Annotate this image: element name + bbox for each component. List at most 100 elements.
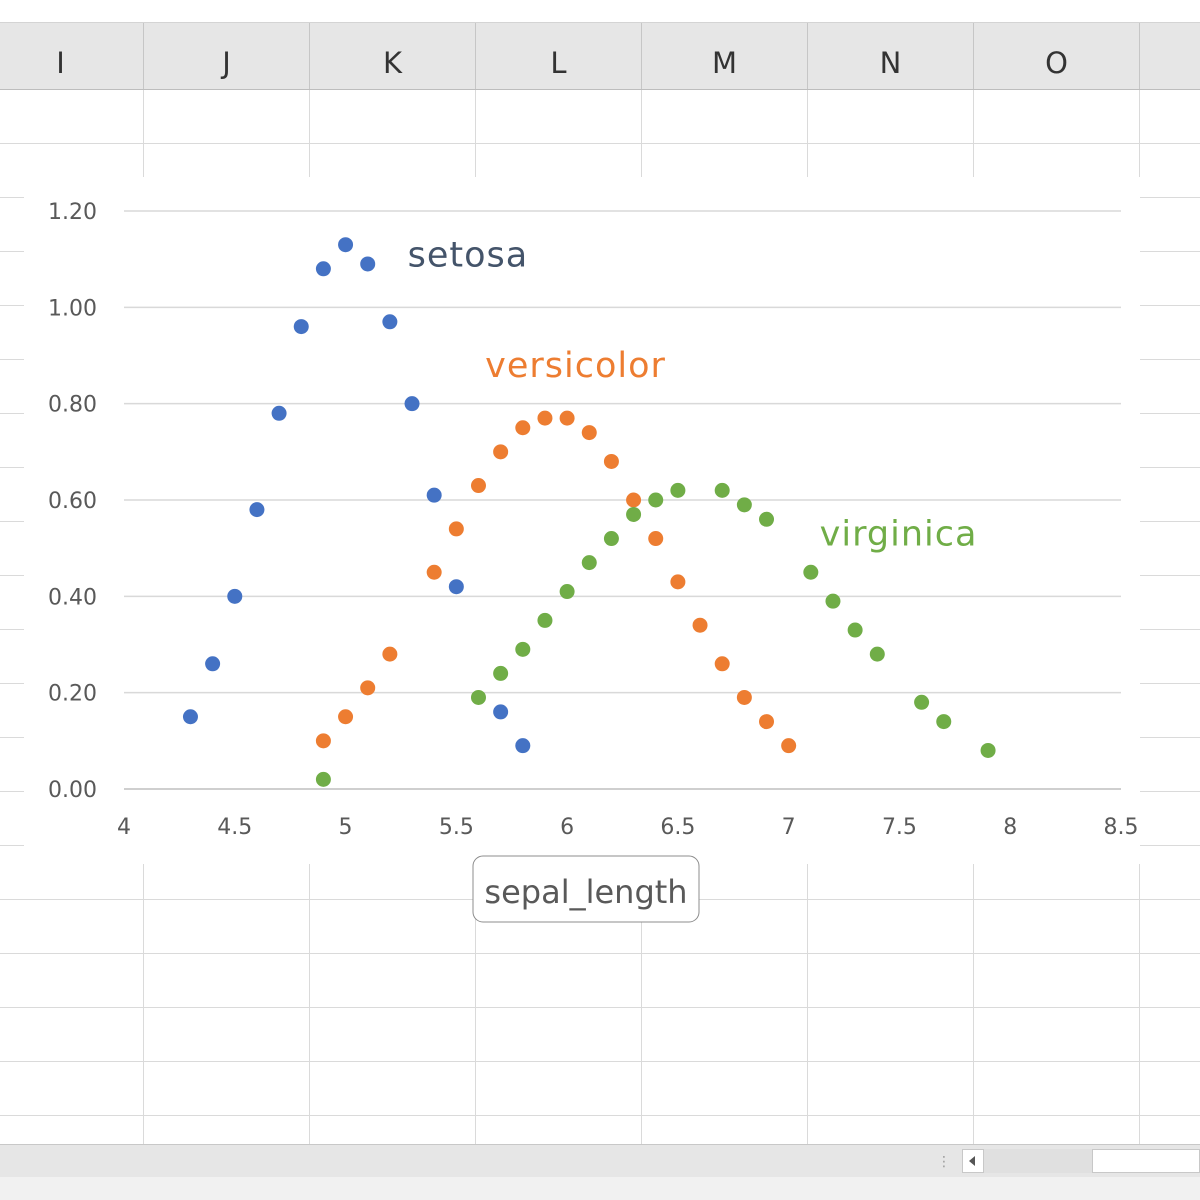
data-point-virginica[interactable] [648,492,664,508]
data-point-versicolor[interactable] [315,733,331,749]
data-point-setosa[interactable] [315,261,331,277]
data-point-setosa[interactable] [360,256,376,272]
column-header-n[interactable]: N [808,23,974,89]
data-point-versicolor[interactable] [759,714,775,730]
column-header-k[interactable]: K [310,23,476,89]
data-point-versicolor[interactable] [648,531,664,547]
data-point-versicolor[interactable] [692,617,708,633]
column-header-l[interactable]: L [476,23,642,89]
x-tick-label: 7 [782,815,796,840]
data-point-versicolor[interactable] [714,656,730,672]
gridline [0,143,1200,144]
data-point-virginica[interactable] [670,482,686,498]
data-point-versicolor[interactable] [559,410,575,426]
chevron-left-icon [969,1156,975,1166]
data-point-virginica[interactable] [714,482,730,498]
data-point-virginica[interactable] [825,593,841,609]
data-point-setosa[interactable] [271,405,287,421]
x-tick-label: 6.5 [660,815,695,840]
data-point-virginica[interactable] [493,665,509,681]
gridline [0,1007,1200,1008]
data-point-versicolor[interactable] [338,709,354,725]
x-tick-label: 8 [1003,815,1017,840]
data-point-virginica[interactable] [980,742,996,758]
data-point-setosa[interactable] [293,319,309,335]
data-point-versicolor[interactable] [426,564,442,580]
data-point-virginica[interactable] [603,531,619,547]
data-point-setosa[interactable] [493,704,509,720]
axis-title-box [472,855,700,923]
scatter-chart[interactable]: 0.00 0.20 0.40 0.60 0.80 1.00 1.20 4 4.5 5 5.5 6 6.5… [0,177,1200,923]
status-bar: ⋮ [0,1144,1200,1177]
data-point-setosa[interactable] [382,314,398,330]
data-point-virginica[interactable] [914,694,930,710]
data-point-virginica[interactable] [759,511,775,527]
series-annotation[interactable]: setosa [408,235,529,275]
y-tick-label: 1.20 [48,200,97,225]
data-point-setosa[interactable] [205,656,221,672]
data-point-virginica[interactable] [537,612,553,628]
x-tick-label: 5 [339,815,353,840]
data-point-virginica[interactable] [803,564,819,580]
data-point-setosa[interactable] [404,396,420,412]
data-point-virginica[interactable] [736,497,752,513]
data-point-setosa[interactable] [448,579,464,595]
data-point-versicolor[interactable] [493,444,509,460]
x-axis-title[interactable]: sepal_length [484,873,687,911]
x-tick-label: 4.5 [217,815,252,840]
data-point-virginica[interactable] [869,646,885,662]
formula-bar-edge [0,0,1200,23]
series-annotation[interactable]: virginica [820,515,978,555]
column-header-row: I J K L M N O [0,23,1200,90]
data-point-versicolor[interactable] [781,738,797,754]
sheet-tabs-edge [0,1177,1200,1200]
data-point-virginica[interactable] [559,584,575,600]
y-tick-label: 0.00 [48,778,97,803]
data-point-virginica[interactable] [626,506,642,522]
data-point-setosa[interactable] [182,709,198,725]
data-point-versicolor[interactable] [736,689,752,705]
scroll-left-button[interactable] [962,1149,984,1173]
data-point-virginica[interactable] [847,622,863,638]
y-tick-label: 0.20 [48,682,97,707]
data-point-virginica[interactable] [470,689,486,705]
data-point-versicolor[interactable] [537,410,553,426]
data-point-versicolor[interactable] [626,492,642,508]
y-tick-label: 0.60 [48,489,97,514]
splitter-handle[interactable]: ⋮ [937,1154,951,1170]
data-point-virginica[interactable] [936,714,952,730]
data-point-setosa[interactable] [515,738,531,754]
data-point-virginica[interactable] [581,555,597,571]
data-point-virginica[interactable] [515,641,531,657]
x-tick-label: 8.5 [1104,815,1139,840]
gridline [0,1061,1200,1062]
column-header-i[interactable]: I [0,23,144,89]
column-header-o[interactable]: O [974,23,1140,89]
y-tick-label: 0.40 [48,585,97,610]
gridline [0,1115,1200,1116]
column-header-m[interactable]: M [642,23,808,89]
series-annotation[interactable]: versicolor [485,346,666,386]
data-point-versicolor[interactable] [360,680,376,696]
x-tick-label: 5.5 [439,815,474,840]
data-point-versicolor[interactable] [515,420,531,436]
chart-canvas: 0.00 0.20 0.40 0.60 0.80 1.00 1.20 4 4.5 5 5.5 6 6.5… [24,177,1140,923]
data-point-virginica[interactable] [315,771,331,787]
horizontal-scrollbar[interactable] [984,1149,1200,1173]
data-point-setosa[interactable] [249,502,265,518]
data-point-setosa[interactable] [338,237,354,253]
chart-background[interactable] [24,177,1140,864]
data-point-setosa[interactable] [426,487,442,503]
y-tick-label: 1.00 [48,296,97,321]
data-point-versicolor[interactable] [382,646,398,662]
data-point-versicolor[interactable] [581,425,597,441]
data-point-setosa[interactable] [227,588,243,604]
data-point-versicolor[interactable] [448,521,464,537]
data-point-versicolor[interactable] [670,574,686,590]
scrollbar-thumb[interactable] [1092,1149,1200,1173]
column-header-j[interactable]: J [144,23,310,89]
data-point-versicolor[interactable] [603,453,619,469]
x-tick-label: 6 [560,815,574,840]
data-point-versicolor[interactable] [470,478,486,494]
